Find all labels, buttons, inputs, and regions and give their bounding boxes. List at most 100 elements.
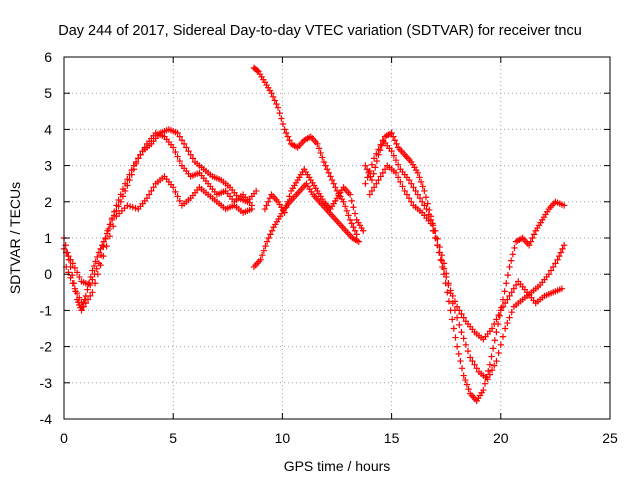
data-point (499, 333, 507, 340)
data-point (91, 280, 99, 287)
data-point (458, 310, 465, 318)
data-point (366, 191, 373, 198)
data-point (484, 375, 491, 383)
data-point (390, 133, 397, 140)
data-point (108, 214, 116, 222)
data-point (73, 290, 81, 297)
data-point (506, 263, 513, 271)
data-point (419, 183, 426, 190)
data-point (283, 129, 290, 137)
data-point (509, 251, 517, 258)
data-point (82, 299, 90, 307)
data-point (176, 133, 183, 140)
data-point (501, 325, 509, 332)
data-point (434, 242, 441, 249)
data-point (257, 256, 264, 263)
data-point (185, 147, 192, 155)
data-point (284, 198, 292, 205)
data-point (269, 93, 277, 101)
data-point (71, 285, 79, 292)
data-point (445, 281, 452, 289)
data-point (100, 252, 107, 260)
data-point (491, 337, 498, 344)
data-point (346, 216, 354, 224)
data-point (457, 357, 464, 365)
data-point (508, 289, 515, 296)
data-point (560, 242, 568, 249)
data-point (76, 294, 83, 301)
data-point (137, 151, 144, 158)
data-point (458, 328, 465, 336)
data-point (284, 133, 292, 140)
data-point (322, 162, 329, 169)
data-point (73, 269, 81, 276)
data-point (473, 365, 480, 372)
data-point (109, 223, 117, 230)
data-point (364, 174, 371, 181)
x-tick-label: 5 (169, 430, 177, 446)
data-point (368, 187, 376, 195)
data-point (273, 100, 280, 108)
data-point (187, 151, 194, 158)
data-point (445, 298, 453, 305)
x-tick-label: 20 (493, 430, 509, 446)
data-point (372, 164, 379, 171)
data-point (467, 354, 474, 361)
data-point (351, 210, 359, 217)
data-point (317, 149, 324, 157)
data-point (111, 208, 118, 215)
series-5 (250, 180, 363, 271)
data-point (126, 171, 133, 178)
data-point (453, 314, 461, 321)
x-tick-label: 15 (384, 430, 400, 446)
data-point (511, 244, 518, 252)
data-point (319, 154, 326, 161)
data-point (268, 227, 276, 234)
data-point (449, 316, 456, 323)
data-point (178, 137, 186, 144)
y-tick-label: 2 (44, 194, 52, 210)
data-point (486, 371, 494, 378)
data-point (427, 220, 435, 227)
data-point (93, 265, 100, 272)
data-point (429, 227, 437, 234)
data-point (403, 191, 411, 198)
data-point (416, 194, 424, 202)
data-point (453, 303, 461, 310)
data-point (392, 169, 400, 177)
data-point (174, 153, 181, 160)
series-9 (366, 162, 566, 343)
data-point (437, 256, 444, 263)
data-point (263, 238, 271, 245)
data-point (450, 325, 458, 332)
data-point (529, 234, 536, 242)
data-point (279, 120, 287, 128)
axis-ticks: 0 5 10 15 20 25 -4 -3 -2 -1 0 1 2 3 4 5 6 (40, 49, 618, 446)
data-point (456, 307, 463, 314)
data-point (370, 170, 377, 177)
y-tick-label: 1 (44, 230, 52, 246)
data-point (559, 245, 566, 253)
data-point (497, 307, 504, 314)
data-point (444, 289, 451, 296)
data-point (117, 191, 124, 198)
data-point (121, 180, 129, 187)
data-point (424, 200, 431, 207)
data-point (170, 144, 177, 151)
data-point (360, 227, 367, 234)
data-point (276, 109, 283, 117)
data-point (258, 251, 266, 259)
data-point (330, 180, 337, 187)
data-point (375, 146, 382, 153)
data-point (501, 299, 509, 307)
data-point (556, 252, 563, 260)
data-point (320, 158, 328, 166)
y-tick-label: -4 (40, 411, 53, 427)
data-point (89, 276, 96, 283)
data-point (345, 212, 352, 219)
data-point (460, 335, 467, 342)
data-point (281, 209, 288, 216)
data-point (260, 247, 268, 254)
data-point (67, 256, 74, 263)
y-tick-label: 5 (44, 85, 52, 101)
